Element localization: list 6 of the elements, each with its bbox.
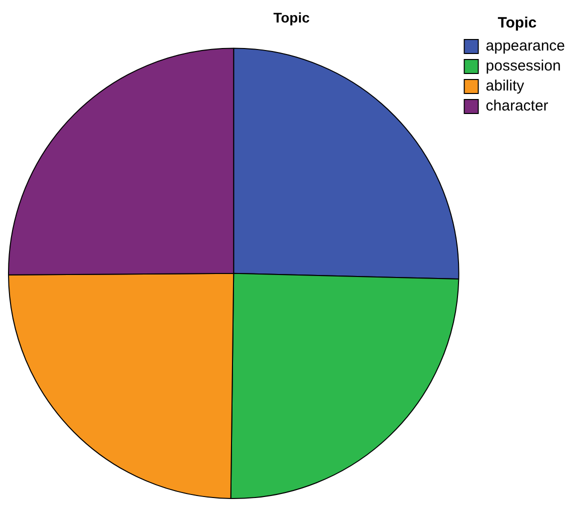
- legend-label: possession: [486, 58, 561, 75]
- legend-title: Topic: [498, 14, 537, 32]
- legend-label: character: [486, 98, 548, 115]
- chart-title: Topic: [273, 9, 310, 26]
- legend-label: ability: [486, 78, 525, 95]
- legend-label: appearance: [486, 38, 565, 55]
